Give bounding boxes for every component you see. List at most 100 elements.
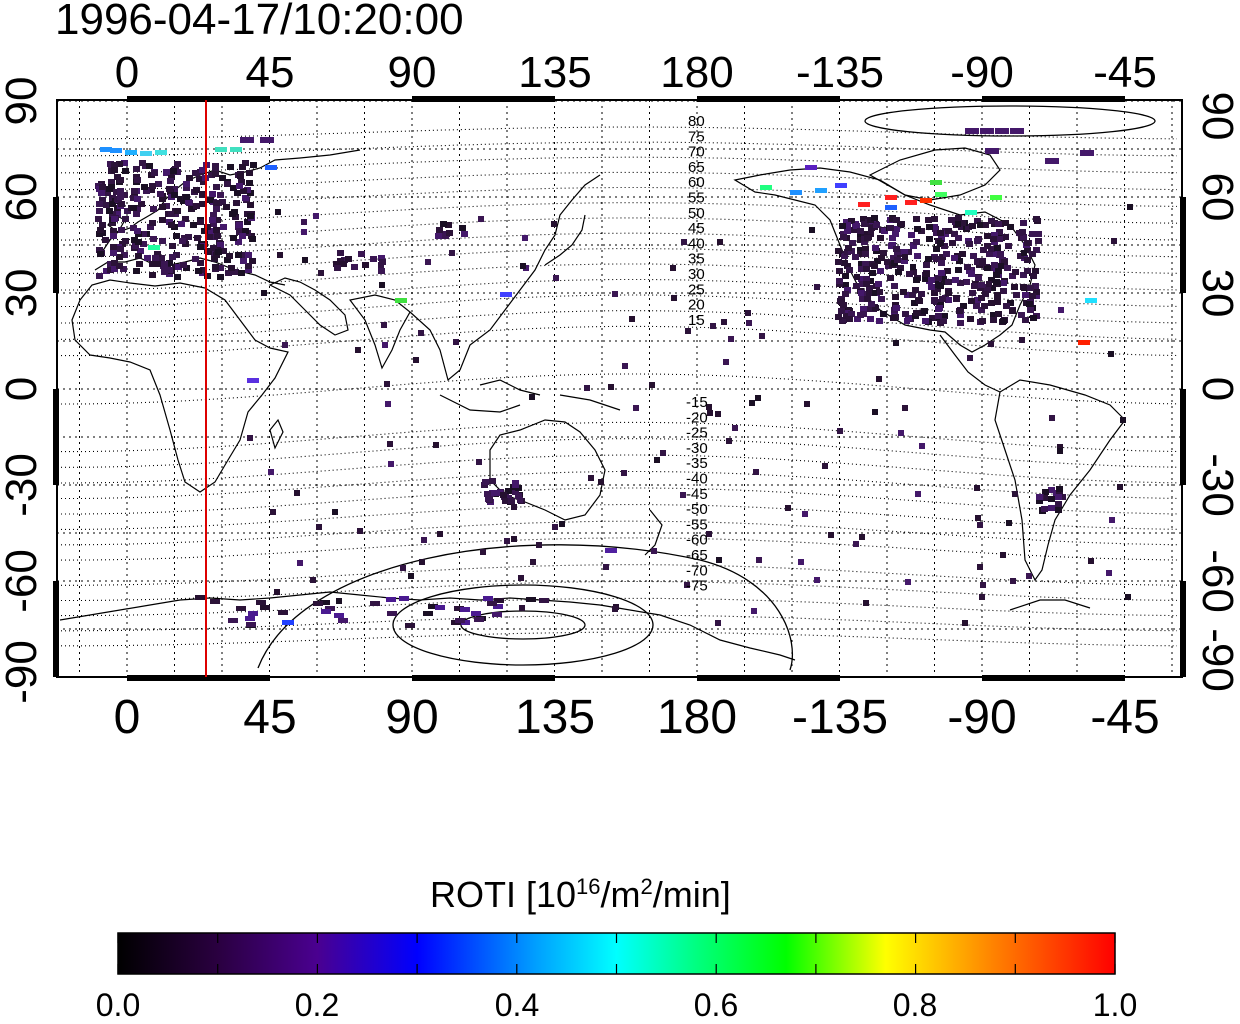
roti-cell bbox=[680, 492, 686, 498]
roti-cell bbox=[1007, 300, 1014, 306]
roti-cell bbox=[836, 278, 843, 284]
roti-cell bbox=[835, 248, 842, 254]
roti-cell bbox=[140, 231, 147, 237]
roti-cell bbox=[219, 175, 226, 181]
roti-cell bbox=[1000, 552, 1006, 558]
roti-cell bbox=[400, 565, 406, 571]
roti-cell bbox=[332, 509, 338, 515]
roti-cell bbox=[1033, 216, 1040, 222]
mlat-label: 70 bbox=[688, 144, 705, 161]
roti-cell bbox=[245, 267, 252, 273]
roti-cell bbox=[962, 620, 968, 626]
roti-cell bbox=[121, 160, 128, 166]
roti-cell-high bbox=[500, 292, 512, 297]
roti-cell bbox=[835, 259, 842, 265]
roti-cell bbox=[887, 225, 894, 231]
mlat-contour bbox=[57, 438, 1178, 468]
mlat-label: -15 bbox=[686, 394, 708, 411]
roti-cell bbox=[121, 252, 128, 258]
roti-cell bbox=[895, 269, 902, 275]
roti-cell bbox=[1003, 303, 1010, 309]
roti-cell bbox=[956, 308, 963, 314]
mlat-label: -40 bbox=[686, 471, 708, 488]
roti-cell bbox=[931, 216, 938, 222]
roti-cell bbox=[233, 200, 240, 206]
roti-cell bbox=[460, 607, 470, 612]
roti-cell-high bbox=[858, 202, 870, 207]
roti-cell bbox=[131, 237, 138, 243]
roti-cell bbox=[511, 536, 517, 542]
roti-cell bbox=[915, 491, 921, 497]
colorbar-tick-label: 0.6 bbox=[694, 987, 738, 1023]
roti-cell bbox=[608, 384, 614, 390]
roti-cell bbox=[209, 217, 216, 223]
roti-cell bbox=[969, 223, 976, 229]
roti-cell bbox=[858, 290, 865, 296]
roti-cell bbox=[196, 176, 203, 182]
roti-cell bbox=[197, 219, 204, 225]
roti-cell bbox=[212, 171, 219, 177]
roti-cell bbox=[914, 253, 921, 259]
roti-cell bbox=[1041, 506, 1048, 512]
roti-cell bbox=[190, 222, 197, 228]
roti-cell bbox=[853, 223, 860, 229]
roti-cell bbox=[755, 395, 761, 401]
roti-cell bbox=[863, 600, 869, 606]
roti-cell bbox=[110, 228, 117, 234]
roti-cell bbox=[749, 400, 755, 406]
mlat-label: 80 bbox=[688, 113, 705, 130]
roti-cell-high bbox=[247, 378, 259, 383]
roti-cell bbox=[859, 281, 866, 287]
right-lat-labels: 90 60 30 0 -30 -60 -90 bbox=[1193, 92, 1240, 692]
roti-cell bbox=[914, 226, 921, 232]
roti-cell bbox=[210, 245, 217, 251]
roti-cell bbox=[966, 241, 973, 247]
roti-cell bbox=[247, 213, 254, 219]
roti-cell bbox=[1020, 284, 1027, 290]
roti-cell bbox=[923, 271, 930, 277]
roti-cell bbox=[990, 236, 997, 242]
bottom-lon-tick: 45 bbox=[243, 691, 296, 744]
colorbar-title: ROTI [1016/m2/min] bbox=[430, 874, 731, 915]
roti-cell bbox=[116, 254, 123, 260]
roti-cell bbox=[1011, 284, 1018, 290]
roti-cell bbox=[111, 162, 118, 168]
roti-cell bbox=[893, 217, 900, 223]
roti-cell bbox=[837, 298, 844, 304]
roti-cell bbox=[478, 216, 484, 222]
roti-cell bbox=[454, 606, 464, 611]
roti-cell bbox=[967, 316, 974, 322]
roti-cell bbox=[919, 443, 925, 449]
roti-cell bbox=[1088, 558, 1094, 564]
roti-cell bbox=[217, 192, 224, 198]
roti-cell bbox=[149, 272, 156, 278]
mlat-contour bbox=[57, 202, 1178, 224]
roti-cell bbox=[941, 313, 948, 319]
roti-cell-high bbox=[155, 150, 167, 155]
axis-border-bars bbox=[53, 96, 1186, 681]
roti-cell bbox=[941, 243, 948, 249]
roti-cell bbox=[1005, 243, 1012, 249]
roti-cell bbox=[370, 256, 377, 262]
roti-cell bbox=[275, 209, 281, 215]
roti-cell bbox=[933, 230, 940, 236]
roti-cell bbox=[974, 485, 980, 491]
roti-cell bbox=[988, 218, 995, 224]
roti-cell-high bbox=[930, 180, 942, 185]
roti-cell bbox=[989, 285, 996, 291]
roti-cell bbox=[953, 296, 960, 302]
roti-cell bbox=[945, 279, 952, 285]
mlat-contour-south bbox=[392, 584, 654, 666]
roti-cell bbox=[1057, 444, 1063, 450]
roti-cell bbox=[140, 241, 147, 247]
top-lon-tick: 90 bbox=[388, 48, 437, 97]
roti-cell bbox=[1127, 204, 1133, 210]
roti-cell bbox=[848, 311, 855, 317]
roti-cell bbox=[951, 231, 958, 237]
mlat-contour bbox=[57, 564, 1178, 586]
roti-cell bbox=[995, 221, 1002, 227]
roti-cell bbox=[1010, 128, 1024, 134]
roti-cell bbox=[173, 233, 180, 239]
roti-cell bbox=[902, 405, 908, 411]
roti-cell bbox=[957, 280, 964, 286]
